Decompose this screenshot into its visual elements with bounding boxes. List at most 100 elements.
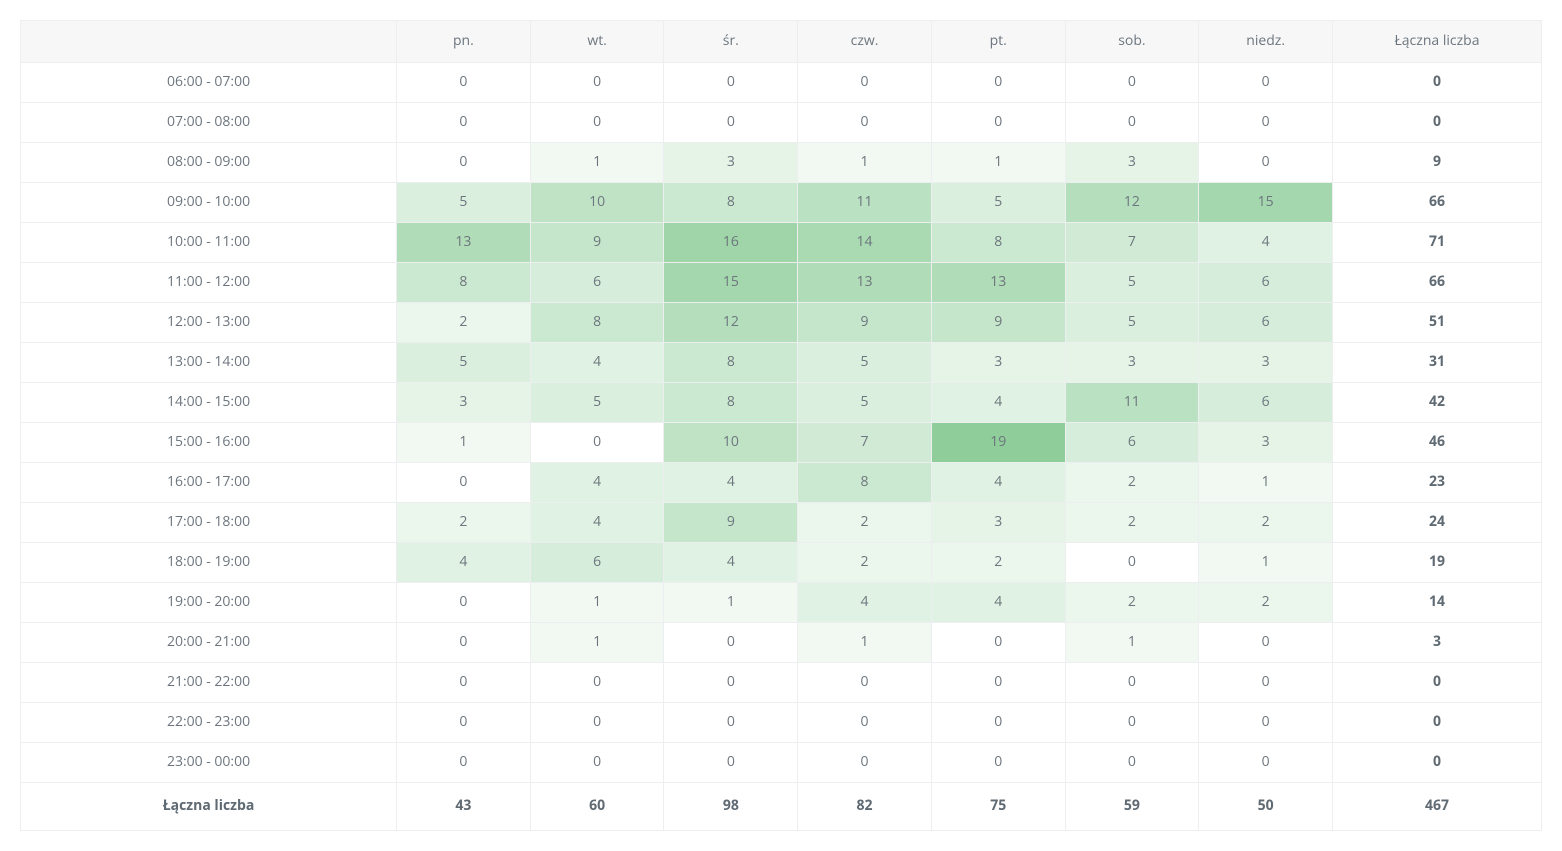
table-body: 06:00 - 07:000000000007:00 - 08:00000000… — [21, 63, 1542, 783]
heat-cell: 8 — [530, 303, 664, 343]
heat-cell: 5 — [798, 343, 932, 383]
heat-cell: 0 — [664, 703, 798, 743]
heat-cell: 8 — [931, 223, 1065, 263]
heat-cell: 0 — [931, 623, 1065, 663]
heat-cell: 13 — [397, 223, 531, 263]
heat-cell: 0 — [397, 463, 531, 503]
heat-cell: 16 — [664, 223, 798, 263]
heat-cell: 1 — [530, 583, 664, 623]
table-row: 16:00 - 17:00044842123 — [21, 463, 1542, 503]
heat-cell: 0 — [1065, 63, 1199, 103]
heat-cell: 7 — [1065, 223, 1199, 263]
heat-cell: 0 — [931, 703, 1065, 743]
table-row: 11:00 - 12:00861513135666 — [21, 263, 1542, 303]
heat-cell: 4 — [397, 543, 531, 583]
table-row: 21:00 - 22:0000000000 — [21, 663, 1542, 703]
heat-cell: 8 — [664, 183, 798, 223]
heat-cell: 0 — [1199, 743, 1333, 783]
heat-cell: 0 — [931, 743, 1065, 783]
row-label-time: 11:00 - 12:00 — [21, 263, 397, 303]
heat-cell: 0 — [530, 663, 664, 703]
heat-cell: 10 — [530, 183, 664, 223]
row-total: 31 — [1332, 343, 1541, 383]
row-total: 71 — [1332, 223, 1541, 263]
heat-cell: 1 — [397, 423, 531, 463]
grand-total: 467 — [1332, 783, 1541, 831]
heat-cell: 0 — [397, 583, 531, 623]
heat-cell: 0 — [798, 663, 932, 703]
heat-cell: 8 — [664, 343, 798, 383]
heat-cell: 4 — [931, 383, 1065, 423]
heat-cell: 3 — [1199, 343, 1333, 383]
table-row: 10:00 - 11:00139161487471 — [21, 223, 1542, 263]
heat-cell: 4 — [664, 463, 798, 503]
heat-cell: 0 — [931, 103, 1065, 143]
heat-cell: 5 — [397, 343, 531, 383]
table-foot: Łączna liczba43609882755950467 — [21, 783, 1542, 831]
heat-cell: 13 — [798, 263, 932, 303]
heat-cell: 5 — [1065, 263, 1199, 303]
row-total: 14 — [1332, 583, 1541, 623]
heat-cell: 0 — [397, 703, 531, 743]
heat-cell: 0 — [1065, 743, 1199, 783]
heat-cell: 12 — [664, 303, 798, 343]
col-total: 60 — [530, 783, 664, 831]
heat-cell: 1 — [530, 143, 664, 183]
col-header-day: wt. — [530, 21, 664, 63]
col-header-time — [21, 21, 397, 63]
col-header-total: Łączna liczba — [1332, 21, 1541, 63]
row-label-time: 23:00 - 00:00 — [21, 743, 397, 783]
heat-cell: 3 — [1065, 343, 1199, 383]
heat-cell: 0 — [397, 63, 531, 103]
heat-cell: 9 — [931, 303, 1065, 343]
table-row: 22:00 - 23:0000000000 — [21, 703, 1542, 743]
col-total: 43 — [397, 783, 531, 831]
col-header-day: czw. — [798, 21, 932, 63]
heat-cell: 1 — [931, 143, 1065, 183]
heat-cell: 0 — [664, 623, 798, 663]
heat-cell: 9 — [530, 223, 664, 263]
heat-cell: 1 — [1065, 623, 1199, 663]
heat-cell: 6 — [530, 543, 664, 583]
row-total: 0 — [1332, 743, 1541, 783]
heat-cell: 0 — [798, 743, 932, 783]
heat-cell: 10 — [664, 423, 798, 463]
row-total: 46 — [1332, 423, 1541, 463]
heat-cell: 0 — [530, 63, 664, 103]
table-row: 07:00 - 08:0000000000 — [21, 103, 1542, 143]
heat-cell: 1 — [798, 143, 932, 183]
row-total: 66 — [1332, 263, 1541, 303]
heat-cell: 6 — [1199, 303, 1333, 343]
heat-cell: 0 — [397, 103, 531, 143]
row-total: 19 — [1332, 543, 1541, 583]
heat-cell: 3 — [664, 143, 798, 183]
heat-cell: 0 — [1199, 143, 1333, 183]
row-total: 66 — [1332, 183, 1541, 223]
col-header-day: pn. — [397, 21, 531, 63]
row-total: 51 — [1332, 303, 1541, 343]
heat-cell: 4 — [530, 343, 664, 383]
table-row: 13:00 - 14:00548533331 — [21, 343, 1542, 383]
row-label-time: 18:00 - 19:00 — [21, 543, 397, 583]
heat-cell: 0 — [664, 103, 798, 143]
heat-cell: 9 — [798, 303, 932, 343]
heat-cell: 4 — [798, 583, 932, 623]
row-label-time: 20:00 - 21:00 — [21, 623, 397, 663]
col-total: 75 — [931, 783, 1065, 831]
heat-cell: 0 — [1199, 63, 1333, 103]
heat-cell: 6 — [1199, 383, 1333, 423]
heat-cell: 6 — [1065, 423, 1199, 463]
col-total: 98 — [664, 783, 798, 831]
row-label-time: 06:00 - 07:00 — [21, 63, 397, 103]
heat-cell: 5 — [798, 383, 932, 423]
heat-cell: 8 — [664, 383, 798, 423]
heat-cell: 0 — [1065, 103, 1199, 143]
heat-cell: 2 — [931, 543, 1065, 583]
heat-cell: 0 — [664, 663, 798, 703]
heat-cell: 1 — [530, 623, 664, 663]
heat-cell: 19 — [931, 423, 1065, 463]
heat-cell: 2 — [397, 503, 531, 543]
heat-cell: 0 — [1199, 623, 1333, 663]
heat-cell: 0 — [664, 743, 798, 783]
heat-cell: 0 — [798, 103, 932, 143]
